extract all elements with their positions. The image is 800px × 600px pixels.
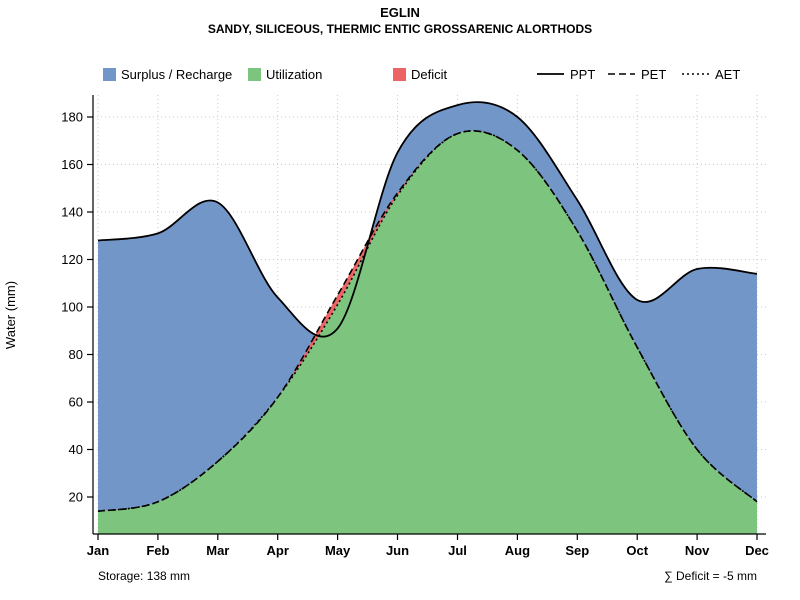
legend-swatch-surplus	[103, 68, 116, 81]
ppt-line	[97, 101, 758, 338]
axes	[87, 95, 766, 540]
x-tick-label: Mar	[206, 543, 229, 558]
legend: Surplus / Recharge Utilization Deficit PPT P…	[103, 67, 740, 82]
x-tick-label: Jan	[87, 543, 109, 558]
y-tick-label: 180	[61, 110, 83, 125]
chart-subtitle: SANDY, SILICEOUS, THERMIC ENTIC GROSSARE…	[208, 22, 592, 36]
legend-label: Deficit	[411, 67, 448, 82]
legend-label: PPT	[570, 67, 595, 82]
pet-line	[97, 130, 758, 513]
x-tick-label: Jun	[386, 543, 409, 558]
legend-swatch-utilization	[248, 68, 261, 81]
x-tick-label: Feb	[146, 543, 169, 558]
x-tick-label: Dec	[745, 543, 769, 558]
y-tick-label: 60	[69, 395, 83, 410]
y-axis-label: Water (mm)	[3, 281, 18, 349]
y-tick-label: 160	[61, 157, 83, 172]
x-tick-label: Oct	[626, 543, 648, 558]
legend-label: Utilization	[266, 67, 322, 82]
x-tick-label: Apr	[267, 543, 289, 558]
y-tick-label: 100	[61, 300, 83, 315]
x-tick-label: Jul	[448, 543, 467, 558]
legend-swatch-deficit	[393, 68, 406, 81]
y-tick-label: 120	[61, 252, 83, 267]
x-tick-label: May	[325, 543, 351, 558]
y-tick-label: 80	[69, 347, 83, 362]
y-tick-label: 40	[69, 442, 83, 457]
x-tick-label: Nov	[685, 543, 710, 558]
x-tick-label: Sep	[565, 543, 589, 558]
utilization-area	[98, 130, 757, 534]
y-tick-label: 140	[61, 205, 83, 220]
legend-label: PET	[641, 67, 666, 82]
y-tick-label: 20	[69, 490, 83, 505]
x-tick-label: Aug	[505, 543, 530, 558]
plot-area: 20 40 60 80 100 120 140 160 180 Jan Feb Mar Apr May Ju…	[61, 67, 769, 558]
legend-label: AET	[715, 67, 740, 82]
chart-title: EGLIN	[380, 5, 420, 20]
storage-note: Storage: 138 mm	[98, 569, 190, 583]
deficit-note: ∑ Deficit = -5 mm	[664, 569, 757, 583]
legend-label: Surplus / Recharge	[121, 67, 232, 82]
